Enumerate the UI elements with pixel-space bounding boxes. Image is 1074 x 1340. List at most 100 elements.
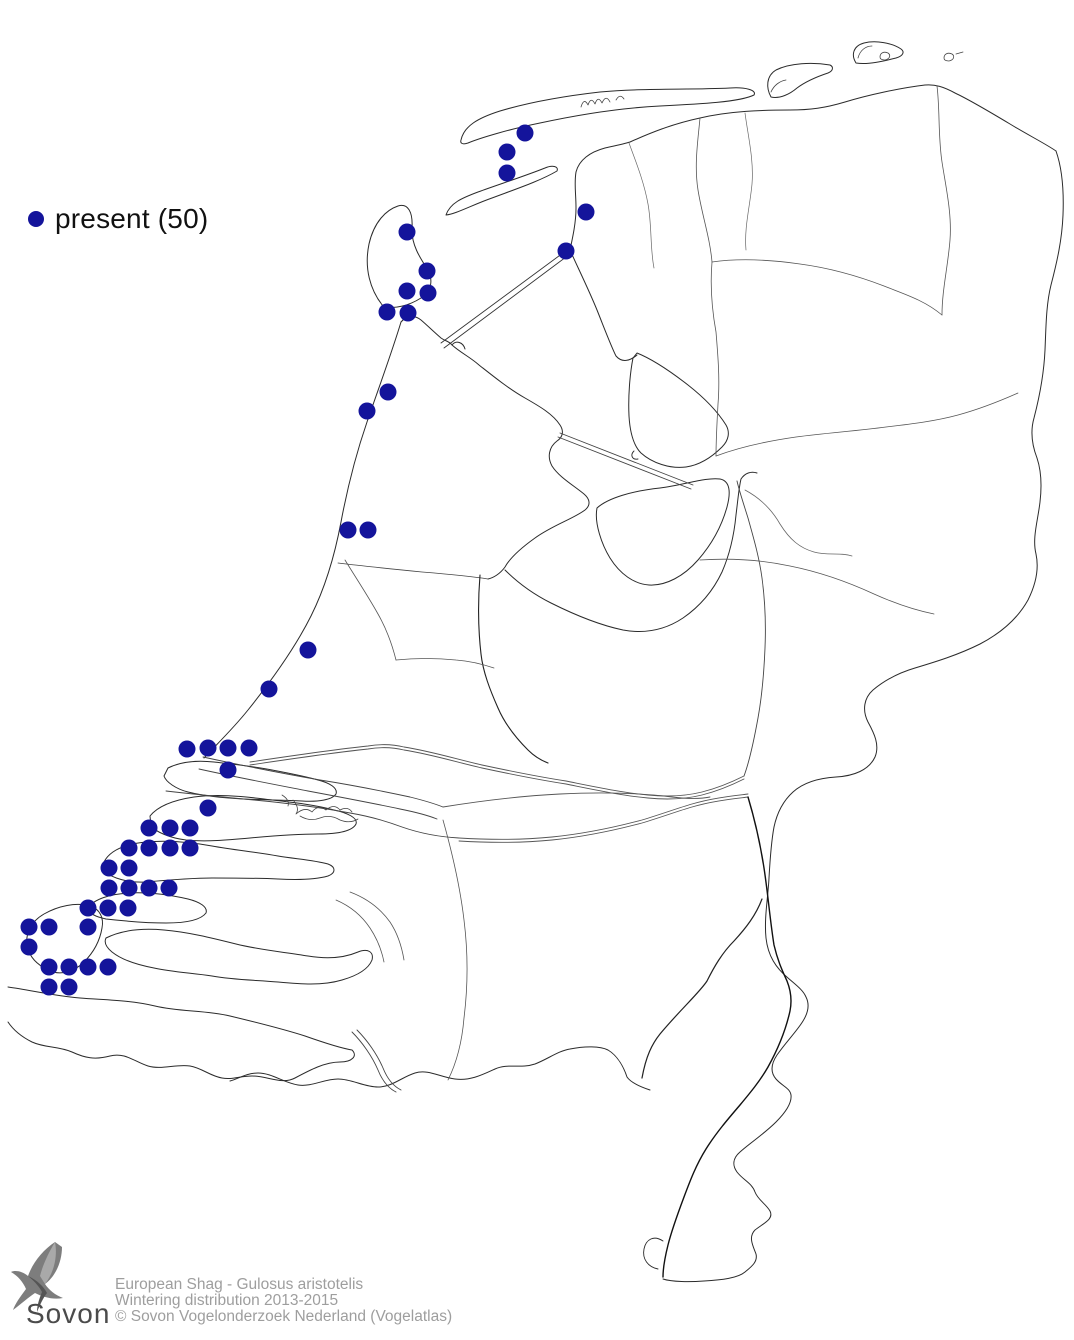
presence-dot: [418, 262, 436, 280]
schelde-channel-a: [351, 1031, 397, 1093]
zeeuws-vlaanderen: [7, 986, 355, 1082]
zuid-beveland: [104, 928, 373, 985]
schiermonnikoog-curl: [857, 45, 873, 59]
swallow-shape: [40, 1242, 56, 1284]
drenthe-west-border: [710, 261, 720, 457]
map-caption: European Shag - Gulosus aristotelis Wint…: [115, 1277, 452, 1325]
presence-dot: [181, 839, 199, 857]
map-outlines: [7, 41, 1064, 1283]
presence-dot: [219, 739, 237, 757]
presence-dot: [398, 223, 416, 241]
presence-dot: [399, 304, 417, 322]
maas-limburg: [662, 796, 792, 1278]
presence-dot: [516, 124, 534, 142]
presence-dot: [20, 918, 38, 936]
presence-dot: [199, 799, 217, 817]
presence-dot: [119, 899, 137, 917]
presence-dot: [419, 284, 437, 302]
friesland-inner-border-b: [744, 112, 753, 251]
legend-present-label: present (50): [55, 203, 209, 234]
presence-dots: [20, 124, 595, 996]
west-coast: [203, 321, 402, 759]
tholen-channel-a: [335, 899, 385, 963]
presence-dot: [140, 839, 158, 857]
presence-dot: [498, 164, 516, 182]
maas-west-south: [458, 796, 749, 843]
islet-a: [879, 51, 891, 61]
overijsselse-vecht: [744, 489, 853, 557]
overijssel-gelderland-border: [699, 558, 935, 615]
sovon-logo-wordmark: Sovon: [26, 1298, 111, 1329]
houtribdijk-south: [557, 436, 692, 490]
presence-dot: [120, 879, 138, 897]
terschelling-dune-marks: [580, 95, 625, 108]
caption-distribution-line: Wintering distribution 2013-2015: [115, 1292, 339, 1309]
ameland-island: [767, 62, 833, 98]
swallow-shape: [28, 1276, 47, 1312]
afsluitdijk-north: [440, 249, 568, 344]
presence-dot: [100, 879, 118, 897]
drenthe-overijssel-border: [715, 392, 1019, 457]
presence-dot: [120, 839, 138, 857]
afsluitdijk-south: [443, 253, 571, 349]
holland-border-a: [344, 559, 397, 661]
sovon-swallow-icon: [11, 1242, 63, 1312]
presence-dot: [40, 918, 58, 936]
ijsselmeer-west-shore: [451, 344, 590, 580]
goeree-overflakkee: [149, 795, 357, 842]
utrecht-border: [478, 574, 549, 764]
east-border: [662, 150, 1064, 1283]
waal: [442, 792, 711, 808]
presence-dot: [79, 958, 97, 976]
presence-dot: [379, 383, 397, 401]
terschelling-island: [460, 87, 755, 145]
sovon-logo: Sovon: [6, 1236, 116, 1336]
haringvliet: [165, 790, 460, 839]
nieuwe-waterweg-south: [198, 768, 438, 820]
islet-b: [943, 51, 964, 62]
maastricht-bulge: [643, 1237, 664, 1270]
schiermonnikoog-island: [852, 41, 904, 64]
caption-copyright-line: © Sovon Vogelonderzoek Nederland (Vogela…: [115, 1308, 453, 1325]
nieuwe-waterweg-north: [202, 756, 444, 808]
presence-dot: [99, 958, 117, 976]
friesland-inner-border-a: [628, 142, 655, 269]
lek-north: [249, 744, 745, 797]
presence-dot: [577, 203, 595, 221]
presence-dot: [99, 899, 117, 917]
groningen-drenthe-border: [936, 85, 951, 316]
presence-dot: [378, 303, 396, 321]
presence-dot: [60, 978, 78, 996]
presence-dot: [120, 859, 138, 877]
vlieland-island: [445, 165, 558, 216]
legend: present (50): [28, 203, 208, 235]
presence-dot: [339, 521, 357, 539]
presence-dot: [140, 819, 158, 837]
presence-dot: [359, 521, 377, 539]
presence-dot: [219, 761, 237, 779]
presence-dot: [178, 740, 196, 758]
flevoland: [595, 478, 730, 586]
presence-dot: [161, 839, 179, 857]
urk-notch: [631, 450, 639, 460]
presence-dot: [40, 958, 58, 976]
schouwen-duiveland: [103, 840, 335, 883]
presence-dot: [60, 958, 78, 976]
presence-dot: [20, 938, 38, 956]
tholen-channel-b: [349, 891, 405, 961]
presence-dot: [181, 819, 199, 837]
belgium-border: [229, 1046, 651, 1091]
presence-dot: [100, 859, 118, 877]
biesbosch-marsh: [281, 794, 359, 823]
north-coast: [569, 84, 1057, 251]
presence-dot: [557, 242, 575, 260]
lek-south: [249, 747, 745, 800]
legend-present-dot: [28, 211, 44, 227]
presence-dot: [40, 978, 58, 996]
presence-dot: [240, 739, 258, 757]
maas-west-north: [458, 793, 749, 840]
schelde-channel-b: [356, 1029, 402, 1091]
brabant-west-border: [442, 819, 468, 1081]
